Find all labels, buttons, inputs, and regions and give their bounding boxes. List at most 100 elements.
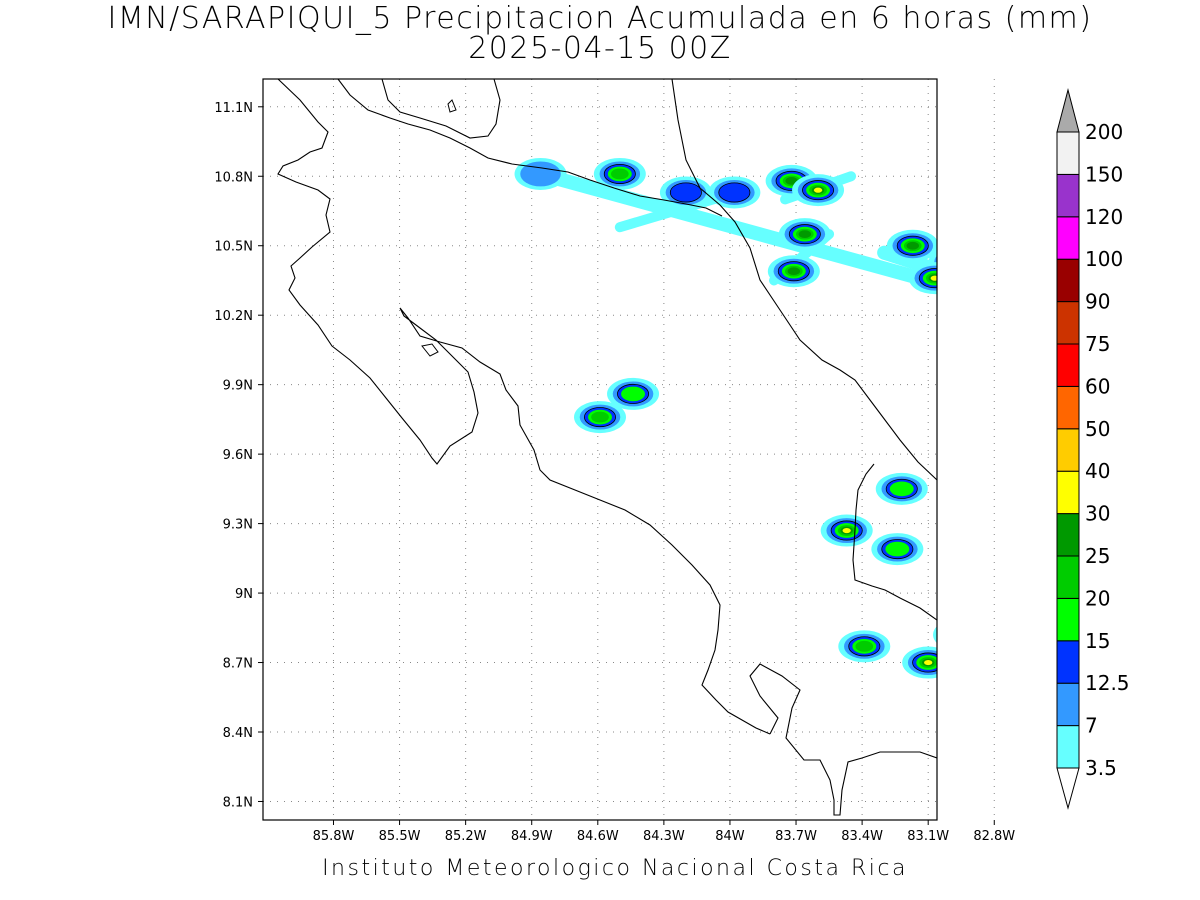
legend-label: 200: [1085, 120, 1123, 144]
precip-cell: [886, 229, 937, 262]
lat-tick-label: 9.9N: [223, 379, 253, 394]
precip-cell: [933, 622, 980, 647]
precip-contour: [990, 687, 1008, 698]
precipitation-field: [514, 157, 1038, 709]
legend-swatch: [1056, 640, 1080, 684]
lat-tick-label: 9.6N: [223, 448, 253, 463]
legend-swatch: [1056, 725, 1080, 769]
precip-cell: [708, 176, 761, 209]
precip-cell: [973, 677, 1025, 709]
legend-label: 25: [1085, 544, 1110, 568]
precip-cell: [574, 401, 626, 434]
precip-band: [524, 164, 936, 288]
precip-contour: [996, 665, 1027, 684]
precip-contour: [939, 252, 970, 271]
legend-label: 60: [1085, 374, 1110, 398]
precip-contour: [621, 386, 645, 402]
legend-label: 15: [1085, 629, 1110, 653]
legend-swatch: [1056, 555, 1080, 599]
legend-label: 100: [1085, 247, 1123, 271]
lon-tick-label: 84.3W: [643, 829, 685, 844]
lon-tick-label: 82.8W: [973, 829, 1015, 844]
legend-label: 90: [1085, 290, 1110, 314]
legend-swatch: [1056, 216, 1080, 260]
country-borders: [277, 79, 937, 816]
precip-contour: [813, 187, 823, 193]
precip-contour: [983, 683, 1014, 702]
precip-contour: [995, 690, 1003, 695]
legend-label: 50: [1085, 417, 1110, 441]
precip-contour: [520, 161, 561, 187]
precip-cell: [659, 176, 712, 209]
lon-tick-label: 83.4W: [841, 829, 883, 844]
precip-contour: [999, 281, 1011, 289]
precip-contour: [933, 626, 937, 644]
lat-tick-label: 10.5N: [214, 240, 253, 255]
lon-tick-label: 85.5W: [379, 829, 421, 844]
precip-cell: [875, 472, 928, 505]
precip-cell: [767, 255, 820, 288]
precip-contour: [906, 241, 920, 250]
precip-cell: [778, 218, 831, 251]
legend-label: 40: [1085, 459, 1110, 483]
precip-contour: [992, 662, 1033, 687]
precip-cell: [838, 630, 891, 663]
precip-contour: [943, 255, 967, 270]
precip-contour: [948, 258, 960, 266]
precip-contour: [990, 275, 1021, 294]
precip-cell: [908, 262, 937, 295]
lat-tick-label: 9.3N: [223, 518, 253, 533]
precip-cell: [593, 157, 646, 190]
legend-label: 120: [1085, 205, 1123, 229]
precip-contour: [978, 680, 1019, 705]
precip-contour: [947, 627, 971, 642]
axis-tick-labels: 11.1N 10.8N 10.5N 10.2N 9.9N 9.6N 9.3N 9N 8.7N 8.…: [214, 101, 1015, 844]
legend-label: 150: [1085, 162, 1123, 186]
island-lake: [447, 99, 457, 113]
precip-contour: [591, 411, 609, 423]
legend-label: 75: [1085, 332, 1110, 356]
legend-swatch: [1056, 258, 1080, 303]
lat-tick-label: 9N: [235, 587, 253, 602]
border-nicaragua: [337, 79, 723, 217]
legend-label: 12.5: [1085, 671, 1130, 695]
legend-swatch: [1056, 682, 1080, 727]
precip-cell: [514, 157, 567, 190]
legend-label: 30: [1085, 502, 1110, 526]
legend-max-arrow: [1056, 88, 1080, 133]
lon-tick-label: 84W: [715, 829, 745, 844]
chart-subtitle-date: 2025-04-15 00Z: [468, 31, 732, 66]
precip-cell: [792, 174, 845, 207]
legend-swatch: [1056, 513, 1080, 557]
precip-contour: [986, 658, 1038, 690]
lon-tick-label: 83.1W: [907, 829, 949, 844]
lat-tick-label: 10.2N: [214, 309, 253, 324]
precip-contour: [930, 275, 937, 281]
legend-swatch: [1056, 597, 1080, 642]
lat-tick-label: 8.7N: [223, 657, 253, 672]
precip-contour: [985, 273, 1026, 298]
legend-swatch: [1056, 173, 1080, 218]
lat-tick-label: 10.8N: [214, 170, 253, 185]
precip-contour: [798, 230, 812, 238]
precip-cell: [902, 646, 937, 679]
lon-tick-label: 85.2W: [445, 829, 487, 844]
precip-contour: [1003, 669, 1021, 680]
legend-swatch: [1056, 131, 1080, 175]
legend-label: 3.5: [1085, 756, 1117, 780]
legend-min-arrow: [1056, 767, 1080, 810]
footer-credit: Instituto Meteorologico Nacional Costa R…: [322, 856, 908, 881]
border-panama: [852, 463, 937, 621]
precip-contour: [979, 269, 1031, 301]
precip-contour: [939, 622, 980, 647]
precip-contour: [785, 177, 798, 185]
border-lake-nicaragua: [381, 79, 501, 139]
color-scale-legend: 3.5 7 12.5 15 20 25 30 40 50 60 75 90 100 120 150 200: [1056, 88, 1130, 810]
precip-contour: [669, 182, 702, 203]
legend-label: 20: [1085, 586, 1110, 610]
precip-contour: [973, 677, 1025, 709]
legend-label: 7: [1085, 714, 1098, 738]
chart-title: IMN/SARAPIQUI_5 Precipitacion Acumulada …: [107, 1, 1093, 36]
precip-contour: [842, 527, 851, 534]
precip-contour: [787, 267, 801, 276]
